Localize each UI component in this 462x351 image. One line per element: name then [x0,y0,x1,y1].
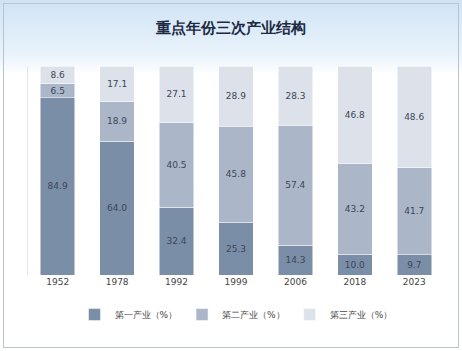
svg-text:14.3: 14.3 [285,255,305,265]
svg-text:64.0: 64.0 [107,203,127,213]
svg-text:1999: 1999 [225,277,248,287]
svg-text:17.1: 17.1 [107,79,127,89]
svg-text:重点年份三次产业结构: 重点年份三次产业结构 [155,19,306,37]
svg-text:32.4: 32.4 [166,236,186,246]
svg-text:25.3: 25.3 [226,244,246,254]
svg-text:84.9: 84.9 [48,181,68,191]
svg-text:27.1: 27.1 [167,89,187,99]
svg-text:45.8: 45.8 [226,169,246,179]
svg-text:28.9: 28.9 [226,91,246,101]
svg-text:1978: 1978 [106,277,129,287]
svg-text:6.5: 6.5 [51,86,65,96]
svg-text:10.0: 10.0 [345,260,365,270]
svg-text:第三产业（%）: 第三产业（%） [330,310,393,320]
svg-text:8.6: 8.6 [50,70,65,80]
svg-text:2006: 2006 [284,277,307,287]
svg-text:43.2: 43.2 [345,204,365,214]
svg-text:第二产业（%）: 第二产业（%） [222,310,285,320]
svg-text:48.6: 48.6 [404,112,424,122]
svg-text:第一产业（%）: 第一产业（%） [115,310,178,320]
svg-text:40.5: 40.5 [167,160,187,170]
svg-text:18.9: 18.9 [107,116,127,126]
svg-text:28.3: 28.3 [285,91,305,101]
svg-text:2023: 2023 [403,277,426,287]
svg-text:1992: 1992 [165,277,188,287]
svg-text:9.7: 9.7 [407,260,421,270]
svg-text:57.4: 57.4 [285,180,305,190]
svg-text:41.7: 41.7 [404,206,424,216]
svg-text:1952: 1952 [46,277,69,287]
svg-text:2018: 2018 [343,277,366,287]
svg-text:46.8: 46.8 [345,110,365,120]
